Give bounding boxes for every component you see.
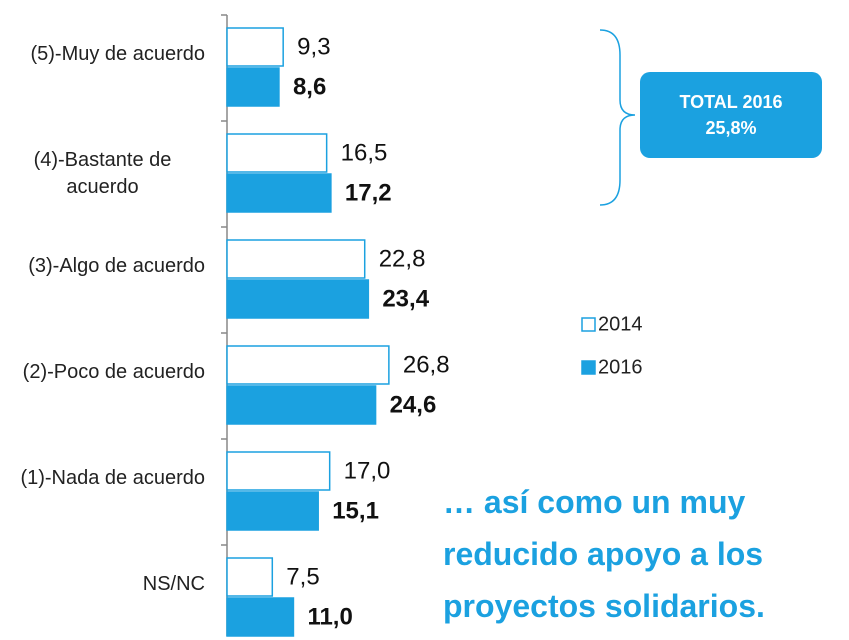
bar bbox=[226, 239, 366, 279]
total-box: TOTAL 2016 25,8% bbox=[640, 72, 822, 158]
category-label: (1)-Nada de acuerdo bbox=[20, 465, 205, 492]
legend-label: 2016 bbox=[598, 356, 643, 378]
category-text: (4)-Bastante de acuerdo bbox=[33, 149, 172, 198]
category-label: NS/NC bbox=[143, 571, 205, 598]
category-text: (1)-Nada de acuerdo bbox=[20, 467, 205, 489]
total-label: TOTAL 2016 bbox=[679, 92, 783, 112]
category-text: (2)-Poco de acuerdo bbox=[22, 361, 205, 383]
value-label: 15,1 bbox=[332, 497, 379, 524]
value-label: 16,5 bbox=[341, 139, 388, 166]
category-label: (3)-Algo de acuerdo bbox=[28, 253, 205, 280]
bar bbox=[226, 67, 280, 107]
value-label: 23,4 bbox=[382, 285, 429, 312]
value-label: 7,5 bbox=[286, 563, 319, 590]
legend-label: 2014 bbox=[598, 313, 643, 335]
value-label: 22,8 bbox=[379, 245, 426, 272]
bracket bbox=[599, 29, 636, 206]
value-label: 17,2 bbox=[345, 179, 392, 206]
bar bbox=[226, 173, 332, 213]
category-label: (5)-Muy de acuerdo bbox=[30, 41, 205, 68]
total-value: 25,8% bbox=[705, 118, 757, 138]
bar bbox=[226, 557, 274, 597]
category-label: (2)-Poco de acuerdo bbox=[23, 359, 205, 386]
bar bbox=[226, 279, 370, 319]
bar bbox=[226, 385, 377, 425]
value-label: 24,6 bbox=[390, 391, 437, 418]
bar bbox=[226, 345, 390, 385]
bar bbox=[226, 451, 331, 491]
category-label: (4)-Bastante de acuerdo bbox=[0, 147, 205, 201]
category-text: (3)-Algo de acuerdo bbox=[28, 255, 205, 277]
legend-swatch bbox=[581, 317, 596, 332]
value-label: 11,0 bbox=[307, 603, 352, 630]
bar bbox=[226, 27, 284, 67]
category-text: NS/NC bbox=[142, 573, 205, 595]
value-label: 9,3 bbox=[297, 33, 330, 60]
value-label: 8,6 bbox=[293, 73, 326, 100]
legend-swatch bbox=[581, 360, 596, 375]
category-text: (5)-Muy de acuerdo bbox=[30, 43, 205, 65]
value-label: 26,8 bbox=[403, 351, 450, 378]
bar bbox=[226, 597, 295, 637]
bar bbox=[226, 133, 328, 173]
note: … así como un muy reducido apoyo a los p… bbox=[443, 484, 765, 624]
value-label: 17,0 bbox=[344, 457, 391, 484]
bar bbox=[226, 491, 319, 531]
